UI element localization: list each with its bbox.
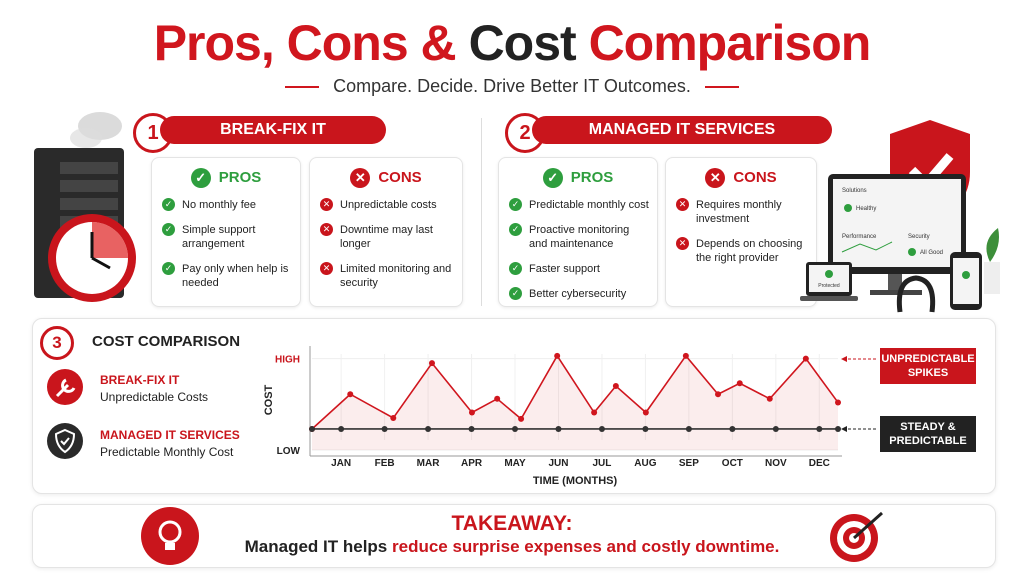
point xyxy=(715,391,722,398)
list-item: Better cybersecurity xyxy=(509,287,649,301)
point xyxy=(518,415,525,422)
point xyxy=(802,355,809,362)
x-tick-label: AUG xyxy=(634,458,656,469)
section-number: 3 xyxy=(40,326,74,360)
list-item: Simple support arrangement xyxy=(162,223,292,251)
cost-panel xyxy=(32,318,996,494)
point xyxy=(381,425,388,432)
list-item: Unpredictable costs xyxy=(320,198,454,212)
section-header: BREAK-FIX IT xyxy=(160,116,386,144)
pros-card: ✓PROS Predictable monthly costProactive … xyxy=(498,157,658,307)
x-tick-label: OCT xyxy=(722,458,743,469)
list-item: Requires monthly investment xyxy=(676,198,808,226)
target-icon xyxy=(830,511,883,562)
list-item: Downtime may last longer xyxy=(320,223,454,251)
cons-card: ✕CONS Requires monthly investmentDepends… xyxy=(665,157,817,307)
list-item: Depends on choosing the right provider xyxy=(676,237,808,265)
legend-name: BREAK-FIX IT xyxy=(100,373,180,387)
point xyxy=(468,409,475,416)
legend-desc: Predictable Monthly Cost xyxy=(100,445,234,459)
point xyxy=(685,425,692,432)
x-tick-label: JUL xyxy=(592,458,611,469)
screen-heading: Solutions xyxy=(842,188,867,194)
point xyxy=(428,360,435,367)
point xyxy=(835,399,841,406)
y-tick-label: HIGH xyxy=(275,355,300,366)
point xyxy=(494,395,501,402)
x-tick-label: DEC xyxy=(809,458,830,469)
devices-illustration: Solutions Healthy Performance Security A… xyxy=(800,120,1000,313)
point xyxy=(835,425,841,432)
device-badge: Protected xyxy=(818,283,840,289)
point xyxy=(612,383,619,389)
list-item: Pay only when help is needed xyxy=(162,262,292,290)
area xyxy=(312,355,838,450)
point xyxy=(736,380,743,387)
annotation: UNPREDICTABLE SPIKES xyxy=(880,348,976,384)
point xyxy=(816,425,823,432)
point xyxy=(642,425,649,432)
point xyxy=(766,395,773,402)
point xyxy=(554,352,561,359)
list-item: Proactive monitoring and maintenance xyxy=(509,223,649,251)
point xyxy=(598,425,605,432)
cons-card: ✕CONS Unpredictable costsDowntime may la… xyxy=(309,157,463,307)
screen-item: Performance xyxy=(842,234,877,240)
screen-item: Security xyxy=(908,234,930,240)
point xyxy=(390,415,397,421)
legend-desc: Unpredictable Costs xyxy=(100,390,209,404)
y-axis-label: COST xyxy=(263,384,275,415)
divider xyxy=(481,118,482,306)
screen-item: Healthy xyxy=(856,206,876,212)
point xyxy=(642,409,649,416)
x-tick-label: MAR xyxy=(417,458,441,469)
point xyxy=(425,425,432,432)
point xyxy=(591,409,598,416)
point xyxy=(729,425,736,432)
subtitle: Compare. Decide. Drive Better IT Outcome… xyxy=(0,76,1024,97)
x-tick-label: SEP xyxy=(679,458,699,469)
section-header: MANAGED IT SERVICES xyxy=(532,116,832,144)
x-tick-label: MAY xyxy=(504,458,526,469)
list-item: Faster support xyxy=(509,262,649,276)
list-item: Limited monitoring and security xyxy=(320,262,454,290)
point xyxy=(555,425,562,432)
y-tick-label: LOW xyxy=(277,446,301,457)
annotation: STEADY & PREDICTABLE xyxy=(880,416,976,452)
list-item: Predictable monthly cost xyxy=(509,198,649,212)
section-title: COST COMPARISON xyxy=(92,333,241,350)
x-tick-label: NOV xyxy=(765,458,787,469)
screen-item: All Good xyxy=(920,250,943,256)
x-tick-label: JUN xyxy=(548,458,568,469)
bulb-icon xyxy=(141,507,199,565)
point xyxy=(682,352,689,359)
server-illustration xyxy=(34,112,136,302)
x-tick-label: APR xyxy=(461,458,483,469)
point xyxy=(468,425,475,432)
title: Pros, Cons & Cost Comparison xyxy=(153,15,872,71)
point xyxy=(512,425,519,432)
legend-name: MANAGED IT SERVICES xyxy=(100,428,240,442)
takeaway-text: Managed IT helps reduce surprise expense… xyxy=(244,537,780,556)
x-tick-label: JAN xyxy=(331,458,351,469)
x-tick-label: FEB xyxy=(375,458,395,469)
point xyxy=(347,391,354,398)
list-item: No monthly fee xyxy=(162,198,292,212)
takeaway-label: TAKEAWAY: xyxy=(451,512,573,535)
legend-icons xyxy=(47,369,83,459)
pros-card: ✓PROS No monthly feeSimple support arran… xyxy=(151,157,301,307)
point xyxy=(772,425,779,432)
point xyxy=(309,425,315,432)
x-axis-label: TIME (MONTHS) xyxy=(533,475,618,487)
point xyxy=(338,425,345,432)
